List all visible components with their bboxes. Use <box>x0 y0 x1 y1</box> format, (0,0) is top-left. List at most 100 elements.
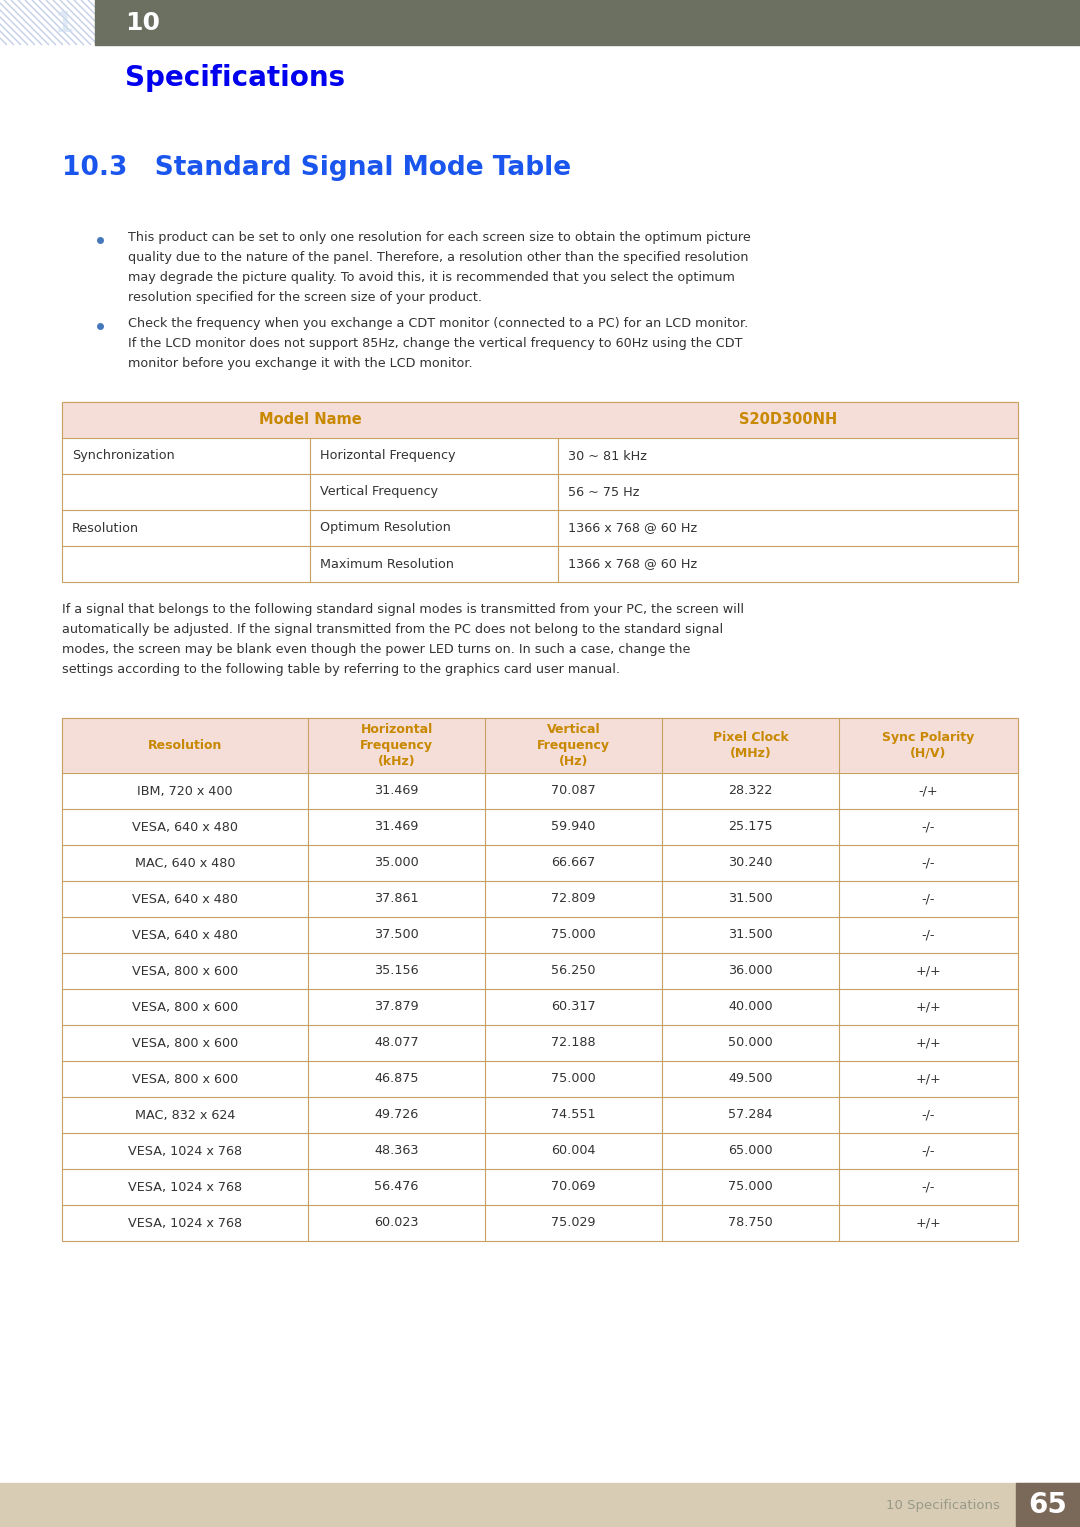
Text: -/-: -/- <box>921 820 935 834</box>
Text: Horizontal
Frequency
(kHz): Horizontal Frequency (kHz) <box>360 722 433 768</box>
Text: 65.000: 65.000 <box>728 1145 773 1157</box>
Text: Horizontal Frequency: Horizontal Frequency <box>320 449 456 463</box>
Text: 30.240: 30.240 <box>728 857 773 869</box>
Bar <box>0 1483 1080 1527</box>
Bar <box>62 918 1018 953</box>
Text: VESA, 800 x 600: VESA, 800 x 600 <box>132 1072 238 1086</box>
Text: 31.469: 31.469 <box>375 785 419 797</box>
Text: 31.500: 31.500 <box>728 928 773 942</box>
Text: -/-: -/- <box>921 1180 935 1194</box>
Bar <box>62 773 1018 809</box>
Bar <box>62 473 1018 510</box>
Text: 48.077: 48.077 <box>374 1037 419 1049</box>
Text: 78.750: 78.750 <box>728 1217 773 1229</box>
Bar <box>62 844 1018 881</box>
Text: may degrade the picture quality. To avoid this, it is recommended that you selec: may degrade the picture quality. To avoi… <box>129 272 734 284</box>
Text: 10.3   Standard Signal Mode Table: 10.3 Standard Signal Mode Table <box>62 156 571 182</box>
Text: VESA, 1024 x 768: VESA, 1024 x 768 <box>127 1180 242 1194</box>
Text: VESA, 1024 x 768: VESA, 1024 x 768 <box>127 1145 242 1157</box>
Text: +/+: +/+ <box>916 1037 942 1049</box>
Text: IBM, 720 x 400: IBM, 720 x 400 <box>137 785 233 797</box>
Text: 56.250: 56.250 <box>551 965 596 977</box>
Text: 1: 1 <box>55 11 75 38</box>
Text: 50.000: 50.000 <box>728 1037 773 1049</box>
Text: Optimum Resolution: Optimum Resolution <box>320 522 450 534</box>
Text: Vertical
Frequency
(Hz): Vertical Frequency (Hz) <box>537 722 610 768</box>
Text: quality due to the nature of the panel. Therefore, a resolution other than the s: quality due to the nature of the panel. … <box>129 252 748 264</box>
Bar <box>62 809 1018 844</box>
Text: +/+: +/+ <box>916 1072 942 1086</box>
Text: 40.000: 40.000 <box>728 1000 773 1014</box>
Bar <box>62 718 1018 773</box>
Bar <box>62 718 1018 1241</box>
Text: 70.069: 70.069 <box>551 1180 596 1194</box>
Text: VESA, 1024 x 768: VESA, 1024 x 768 <box>127 1217 242 1229</box>
Text: 31.500: 31.500 <box>728 892 773 906</box>
Text: MAC, 640 x 480: MAC, 640 x 480 <box>135 857 235 869</box>
Text: 66.667: 66.667 <box>552 857 596 869</box>
Text: 75.000: 75.000 <box>551 1072 596 1086</box>
Text: 28.322: 28.322 <box>728 785 772 797</box>
Text: 36.000: 36.000 <box>728 965 773 977</box>
Text: 37.879: 37.879 <box>374 1000 419 1014</box>
Text: 65: 65 <box>1028 1490 1067 1519</box>
Text: 72.809: 72.809 <box>551 892 596 906</box>
Bar <box>62 1025 1018 1061</box>
Text: 75.000: 75.000 <box>728 1180 773 1194</box>
Bar <box>62 953 1018 989</box>
Text: -/-: -/- <box>921 1145 935 1157</box>
Bar <box>62 1205 1018 1241</box>
Text: 75.000: 75.000 <box>551 928 596 942</box>
Text: S20D300NH: S20D300NH <box>739 412 837 428</box>
Text: monitor before you exchange it with the LCD monitor.: monitor before you exchange it with the … <box>129 357 473 371</box>
Text: VESA, 640 x 480: VESA, 640 x 480 <box>132 928 238 942</box>
Text: If a signal that belongs to the following standard signal modes is transmitted f: If a signal that belongs to the followin… <box>62 603 744 617</box>
Text: 70.087: 70.087 <box>551 785 596 797</box>
Text: -/-: -/- <box>921 1109 935 1121</box>
Text: +/+: +/+ <box>916 1000 942 1014</box>
Text: -/-: -/- <box>921 892 935 906</box>
Text: +/+: +/+ <box>916 965 942 977</box>
Text: 56 ~ 75 Hz: 56 ~ 75 Hz <box>568 486 639 498</box>
Bar <box>62 402 1018 582</box>
Bar <box>62 438 1018 473</box>
Text: Vertical Frequency: Vertical Frequency <box>320 486 438 498</box>
Bar <box>62 989 1018 1025</box>
Bar <box>62 881 1018 918</box>
Text: modes, the screen may be blank even though the power LED turns on. In such a cas: modes, the screen may be blank even thou… <box>62 643 690 657</box>
Text: If the LCD monitor does not support 85Hz, change the vertical frequency to 60Hz : If the LCD monitor does not support 85Hz… <box>129 337 743 351</box>
Text: 30 ~ 81 kHz: 30 ~ 81 kHz <box>568 449 647 463</box>
Bar <box>62 402 1018 438</box>
Bar <box>62 1170 1018 1205</box>
Text: VESA, 800 x 600: VESA, 800 x 600 <box>132 965 238 977</box>
Text: Synchronization: Synchronization <box>72 449 175 463</box>
Text: +/+: +/+ <box>916 1217 942 1229</box>
Text: 10 Specifications: 10 Specifications <box>886 1498 1000 1512</box>
Text: 46.875: 46.875 <box>375 1072 419 1086</box>
Text: -/-: -/- <box>921 928 935 942</box>
Text: -/+: -/+ <box>919 785 939 797</box>
Text: VESA, 800 x 600: VESA, 800 x 600 <box>132 1000 238 1014</box>
Text: 35.000: 35.000 <box>374 857 419 869</box>
Text: -/-: -/- <box>921 857 935 869</box>
Text: Pixel Clock
(MHz): Pixel Clock (MHz) <box>713 731 788 760</box>
Text: 60.317: 60.317 <box>551 1000 596 1014</box>
Text: 60.004: 60.004 <box>551 1145 596 1157</box>
Text: 72.188: 72.188 <box>551 1037 596 1049</box>
Text: 1366 x 768 @ 60 Hz: 1366 x 768 @ 60 Hz <box>568 557 697 571</box>
Text: 59.940: 59.940 <box>551 820 596 834</box>
Text: 1366 x 768 @ 60 Hz: 1366 x 768 @ 60 Hz <box>568 522 697 534</box>
Text: VESA, 640 x 480: VESA, 640 x 480 <box>132 892 238 906</box>
Text: 60.023: 60.023 <box>375 1217 419 1229</box>
Text: 31.469: 31.469 <box>375 820 419 834</box>
Text: This product can be set to only one resolution for each screen size to obtain th: This product can be set to only one reso… <box>129 232 751 244</box>
Bar <box>0 0 1080 44</box>
Bar <box>95 0 1080 44</box>
Text: 56.476: 56.476 <box>375 1180 419 1194</box>
Text: 10: 10 <box>125 11 160 35</box>
Bar <box>62 547 1018 582</box>
Text: 37.861: 37.861 <box>374 892 419 906</box>
Text: 57.284: 57.284 <box>728 1109 773 1121</box>
Text: VESA, 800 x 600: VESA, 800 x 600 <box>132 1037 238 1049</box>
Text: Sync Polarity
(H/V): Sync Polarity (H/V) <box>882 731 974 760</box>
